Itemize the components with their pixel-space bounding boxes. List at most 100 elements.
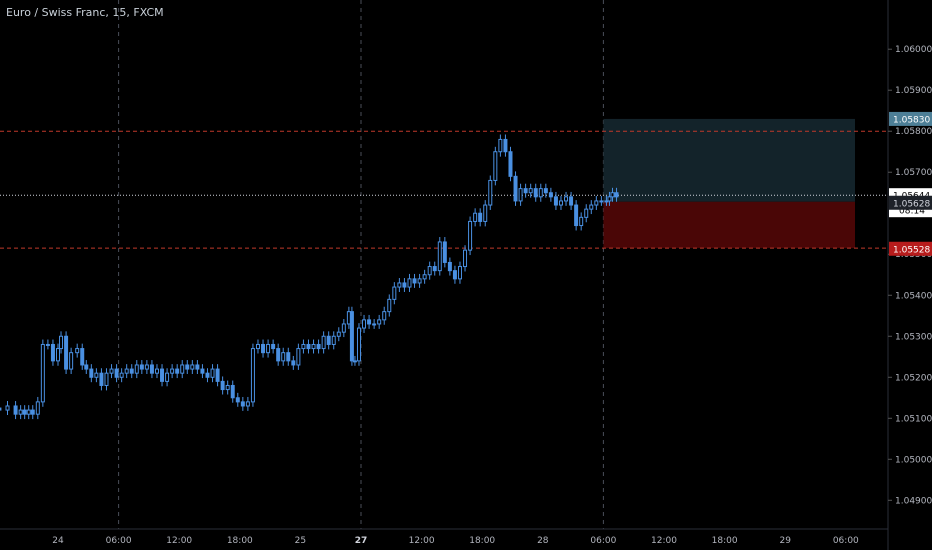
candle-body [341, 323, 346, 333]
candle-body [306, 343, 311, 350]
chart-title: Euro / Swiss Franc, 15, FXCM [6, 6, 164, 19]
candle [99, 368, 104, 391]
candle [579, 212, 584, 231]
candle-body [261, 343, 266, 354]
y-tick-label: 1.04900 [895, 496, 932, 506]
candle [610, 187, 615, 202]
candle [286, 347, 291, 366]
candle [422, 269, 427, 284]
candle-body [240, 401, 245, 407]
candle [442, 237, 447, 268]
candle-body [271, 343, 276, 350]
stop-price-badge-label: 1.05528 [893, 245, 930, 255]
candle [59, 331, 64, 354]
candle [352, 355, 357, 366]
candle [518, 183, 523, 206]
price-axis[interactable]: 1.060001.059001.058001.057001.055001.054… [888, 45, 932, 506]
candle [225, 380, 230, 395]
candle [382, 306, 387, 325]
time-axis[interactable]: 24 06:00 12:00 18:00 25 27 12:00 18:00 28 06:00 12… [52, 536, 859, 546]
candle [321, 331, 326, 354]
candle [417, 273, 422, 288]
candle [437, 237, 442, 276]
candle [508, 146, 513, 182]
candle-body [154, 368, 159, 374]
candle [250, 343, 255, 407]
candle [195, 360, 200, 374]
candle-body [114, 368, 119, 378]
candle-body [321, 335, 326, 350]
candle [271, 339, 276, 354]
candle [528, 183, 533, 198]
x-tick-label: 18:00 [227, 536, 253, 546]
candle [604, 196, 609, 206]
y-tick-label: 1.05000 [895, 455, 932, 465]
candle [452, 265, 457, 284]
plot-area[interactable] [0, 0, 888, 529]
candle-body [543, 188, 548, 194]
candle [574, 200, 579, 231]
candle-body [250, 348, 255, 403]
candle [185, 360, 190, 374]
candle [230, 380, 235, 403]
y-tick-label: 1.05300 [895, 332, 932, 342]
candle [149, 360, 154, 379]
candle-body [508, 151, 513, 177]
candle-body [493, 151, 498, 181]
candle-body [75, 348, 80, 354]
candle-body [230, 384, 235, 399]
candle [503, 134, 508, 157]
stop-loss-zone[interactable] [603, 201, 855, 249]
candle [311, 339, 316, 354]
candle [40, 339, 45, 407]
y-tick-label: 1.05700 [895, 168, 932, 178]
candle [245, 396, 250, 411]
candle-body [64, 335, 69, 370]
candle [457, 261, 462, 284]
candle [483, 200, 488, 227]
candle [80, 343, 85, 370]
candle [341, 319, 346, 338]
candle [412, 273, 417, 288]
candle-body [574, 204, 579, 227]
candle-body [422, 274, 427, 280]
candle-body [584, 208, 589, 218]
candle-body [336, 331, 341, 337]
candle [144, 360, 149, 374]
y-tick-label: 1.06000 [895, 45, 932, 55]
position-zones[interactable] [603, 118, 855, 249]
candle [200, 364, 205, 379]
candle-body [518, 188, 523, 202]
candle [291, 355, 296, 370]
candle-body [149, 364, 154, 374]
candle-body [558, 200, 563, 206]
chart-grid [118, 0, 604, 529]
candle-body [124, 368, 129, 374]
candle-body [0, 407, 2, 411]
candle-body [235, 397, 240, 403]
candle [372, 319, 377, 329]
candle [30, 405, 35, 420]
candle-body [437, 241, 442, 272]
candle-body [40, 343, 45, 403]
candle [607, 191, 612, 206]
candle-body [190, 364, 195, 370]
candle [94, 368, 99, 383]
candle-body [316, 343, 321, 350]
candle-body [200, 368, 205, 374]
candle [104, 368, 109, 391]
candle [119, 368, 124, 383]
target-price-badge: 1.05830 [889, 111, 932, 126]
candle-body [195, 364, 200, 370]
entry-price-badge-label: 1.05628 [893, 199, 930, 209]
long-position-zone[interactable] [603, 118, 855, 202]
candle [56, 343, 60, 366]
candle [301, 339, 306, 354]
candle [523, 183, 528, 198]
candle-body [266, 343, 271, 354]
candle [564, 191, 569, 206]
candle [220, 376, 225, 395]
